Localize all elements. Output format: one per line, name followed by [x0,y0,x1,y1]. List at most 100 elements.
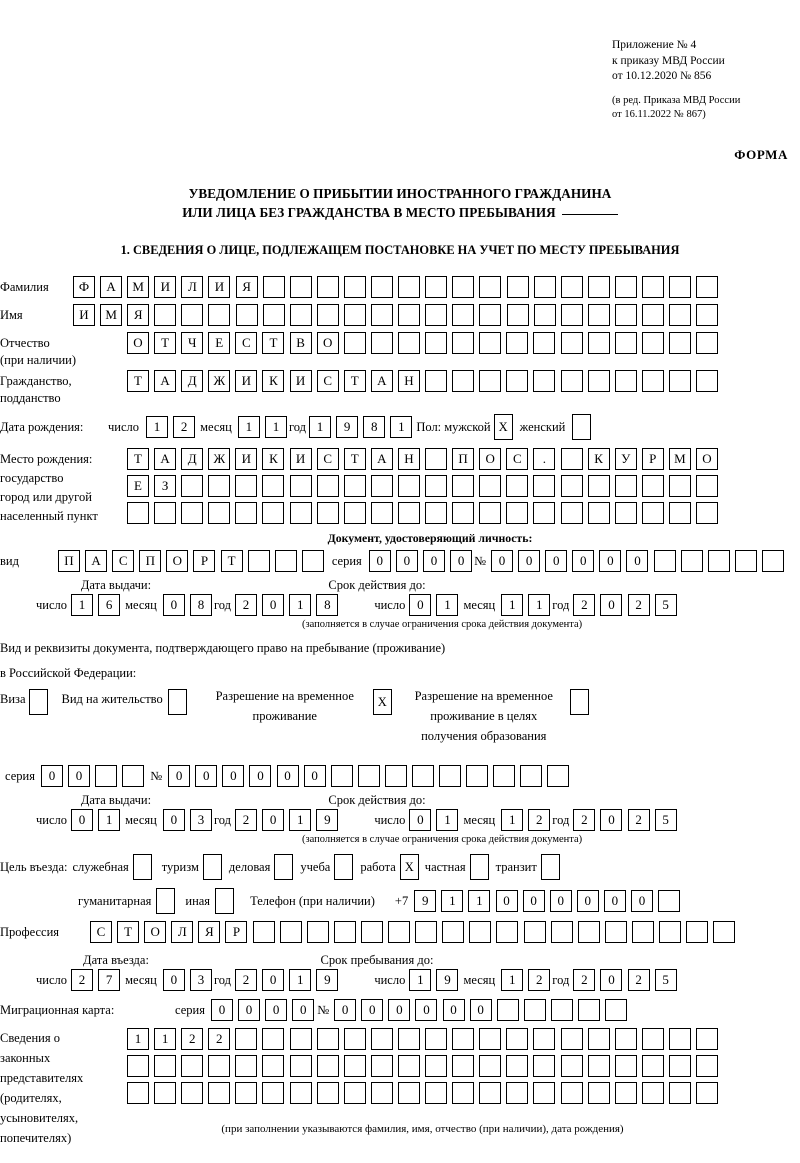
char-cell[interactable]: Т [117,921,140,943]
char-cell[interactable]: Т [262,332,285,354]
char-cell[interactable]: 1 [154,1028,177,1050]
char-cell[interactable] [452,304,475,326]
char-cell[interactable]: 1 [468,890,491,912]
char-cell[interactable]: Н [397,448,420,470]
char-cell[interactable] [560,276,583,298]
char-cell[interactable]: С [112,550,135,572]
char-cell[interactable]: 0 [518,550,541,572]
char-cell[interactable] [425,370,448,392]
char-cell[interactable]: А [154,370,177,392]
char-cell[interactable]: 0 [276,765,299,787]
char-cell[interactable] [696,276,719,298]
char-cell[interactable]: 2 [528,809,551,831]
char-cell[interactable]: П [139,550,162,572]
char-cell[interactable] [653,550,676,572]
char-cell[interactable]: 1 [409,969,432,991]
char-cell[interactable] [506,1028,529,1050]
char-cell[interactable] [533,1082,556,1104]
char-cell[interactable] [493,765,516,787]
char-cell[interactable] [614,276,637,298]
char-cell[interactable] [604,921,627,943]
char-cell[interactable] [560,1082,583,1104]
char-cell[interactable] [452,1055,475,1077]
char-cell[interactable]: 1 [264,416,287,438]
edu-residence-checkbox[interactable] [569,689,589,715]
char-cell[interactable] [343,332,366,354]
char-cell[interactable] [452,332,475,354]
char-cell[interactable]: Я [198,921,221,943]
char-cell[interactable]: 0 [603,890,626,912]
char-cell[interactable] [398,304,421,326]
birth-place-cells-row3[interactable] [127,502,718,524]
char-cell[interactable] [533,304,556,326]
char-cell[interactable]: 2 [235,594,258,616]
char-cell[interactable] [370,1055,393,1077]
char-cell[interactable] [523,921,546,943]
char-cell[interactable] [533,1055,556,1077]
char-cell[interactable] [479,502,502,524]
char-cell[interactable]: Ч [181,332,204,354]
char-cell[interactable]: 0 [71,809,94,831]
char-cell[interactable] [686,921,709,943]
char-cell[interactable] [289,304,312,326]
char-cell[interactable] [668,1082,691,1104]
purpose-option-4-checkbox[interactable]: X [399,854,419,880]
char-cell[interactable]: 0 [262,809,285,831]
char-cell[interactable] [696,304,719,326]
char-cell[interactable] [547,765,570,787]
char-cell[interactable] [397,502,420,524]
char-cell[interactable] [641,1028,664,1050]
char-cell[interactable] [154,1082,177,1104]
char-cell[interactable] [506,475,529,497]
char-cell[interactable] [506,502,529,524]
char-cell[interactable]: 1 [289,809,312,831]
char-cell[interactable]: 0 [249,765,272,787]
char-cell[interactable] [397,332,420,354]
char-cell[interactable] [370,502,393,524]
char-cell[interactable]: 3 [189,969,212,991]
char-cell[interactable]: 0 [599,550,622,572]
char-cell[interactable] [262,1028,285,1050]
char-cell[interactable]: О [316,332,339,354]
char-cell[interactable]: 2 [235,809,258,831]
char-cell[interactable] [425,1082,448,1104]
char-cell[interactable] [181,1082,204,1104]
char-cell[interactable]: 0 [368,550,391,572]
char-cell[interactable]: 5 [654,809,677,831]
char-cell[interactable] [154,1055,177,1077]
char-cell[interactable]: 0 [495,890,518,912]
char-cell[interactable] [680,550,703,572]
char-cell[interactable] [695,370,718,392]
representatives-cells-row2[interactable] [127,1055,718,1077]
char-cell[interactable]: 2 [627,969,650,991]
char-cell[interactable]: М [127,276,150,298]
char-cell[interactable]: 2 [573,969,596,991]
char-cell[interactable] [560,332,583,354]
char-cell[interactable]: 0 [334,999,357,1021]
char-cell[interactable]: 5 [654,594,677,616]
char-cell[interactable] [425,276,448,298]
char-cell[interactable] [641,276,664,298]
char-cell[interactable] [479,304,502,326]
char-cell[interactable]: Л [181,276,204,298]
char-cell[interactable] [506,332,529,354]
char-cell[interactable]: 0 [303,765,326,787]
char-cell[interactable] [208,1082,231,1104]
char-cell[interactable] [479,332,502,354]
char-cell[interactable]: 0 [162,809,185,831]
char-cell[interactable] [181,304,204,326]
char-cell[interactable] [466,765,489,787]
char-cell[interactable]: 0 [292,999,315,1021]
char-cell[interactable]: Т [127,370,149,392]
char-cell[interactable] [289,475,312,497]
char-cell[interactable]: О [127,332,149,354]
char-cell[interactable] [587,276,610,298]
char-cell[interactable]: 2 [627,809,650,831]
char-cell[interactable] [452,1028,475,1050]
